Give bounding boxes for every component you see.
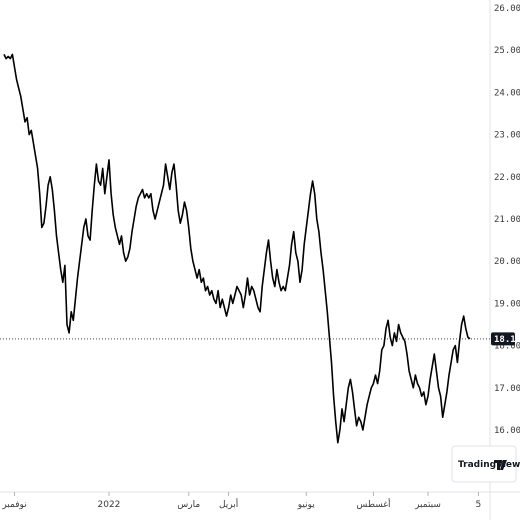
x-tick-label: نوفمبر xyxy=(1,500,26,510)
x-axis-ticks: نوفمبر 2022 مارس أبريل يونيو أغسطس سبتمبر 5 xyxy=(1,492,481,510)
y-tick-label: 24.00 xyxy=(494,88,520,98)
price-line xyxy=(3,53,471,444)
y-tick-label: 21.00 xyxy=(494,215,520,225)
y-tick-label: 19.00 xyxy=(494,299,520,309)
y-tick-label: 20.00 xyxy=(494,257,520,267)
y-axis-ticks: 16.00 17.00 18.00 19.00 20.00 21.00 22.00 23.00… xyxy=(494,4,520,436)
y-tick-label: 22.00 xyxy=(494,173,520,183)
x-tick-label: 5 xyxy=(476,500,482,510)
y-tick-label: 16.00 xyxy=(494,426,520,436)
x-tick-label: 2022 xyxy=(98,500,121,510)
y-tick-label: 25.00 xyxy=(494,46,520,56)
x-tick-label: سبتمبر xyxy=(414,500,441,510)
y-tick-label: 18.00 xyxy=(494,342,520,352)
last-price-badge-bg xyxy=(491,332,515,346)
price-series xyxy=(3,53,471,444)
watermark-text: TradingView xyxy=(458,460,520,470)
watermark-box xyxy=(451,445,517,483)
tradingview-logo-icon xyxy=(494,460,507,470)
x-tick-label: أبريل xyxy=(219,498,238,510)
y-tick-label: 26.00 xyxy=(494,4,520,14)
x-tick-label: مارس xyxy=(177,500,200,510)
y-tick-label: 17.00 xyxy=(494,384,520,394)
last-price-label: 18.16 xyxy=(494,335,520,345)
tradingview-watermark[interactable]: TradingView xyxy=(451,445,520,483)
x-tick-label: أغسطس xyxy=(356,498,390,510)
last-price-badge: 18.16 xyxy=(491,332,520,346)
y-tick-label: 23.00 xyxy=(494,131,520,141)
x-tick-label: يونيو xyxy=(297,500,316,510)
